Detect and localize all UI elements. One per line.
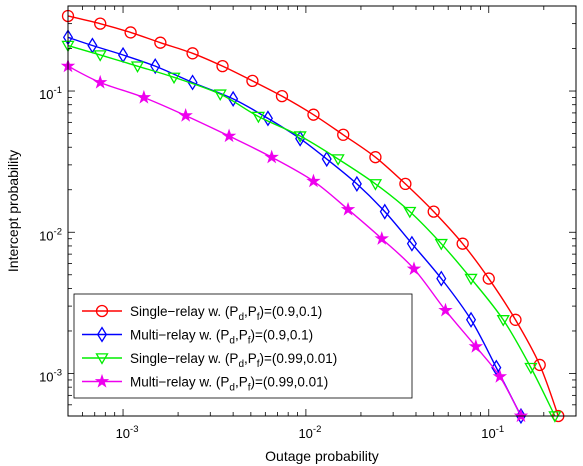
x-axis-label: Outage probability	[265, 448, 379, 464]
legend-marker	[96, 326, 108, 343]
legend-entry-1: Single−relay w. (Pd,Pf)=(0.9,0.1)	[82, 304, 322, 323]
x-tick-label: 10-3	[116, 424, 139, 441]
legend-marker	[95, 304, 109, 318]
series-3-point-5	[213, 89, 227, 101]
series-1-point-7	[246, 74, 259, 88]
series-1-point-12	[399, 177, 412, 191]
series-4-point-9	[374, 231, 389, 245]
series-2-point-5	[187, 74, 198, 91]
series-2-point-12	[406, 235, 417, 252]
series-2-point-6	[228, 90, 239, 107]
x-tick-label: 10-1	[481, 424, 504, 441]
series-4-point-11	[438, 302, 453, 317]
series-layer	[60, 9, 565, 425]
series-2-point-7	[262, 110, 273, 127]
series-3-point-7	[293, 131, 307, 143]
series-1-point-2	[94, 17, 107, 30]
series-3-point-8	[331, 154, 345, 166]
series-3-point-12	[464, 273, 478, 286]
series-2-point-13	[436, 270, 447, 287]
series-1-point-14	[456, 237, 469, 250]
series-1-point-11	[369, 151, 382, 164]
legend-marker	[95, 353, 109, 365]
series-1-line	[67, 15, 559, 417]
series-3-point-14	[524, 362, 538, 375]
series-1-point-15	[482, 272, 495, 285]
series-1-point-3	[124, 26, 137, 39]
series-1-point-6	[216, 60, 229, 73]
series-3-point-6	[251, 111, 266, 124]
y-tick-label: 10-1	[39, 85, 62, 102]
series-3-point-4	[167, 72, 181, 85]
x-tick-label: 10-2	[298, 424, 321, 441]
legend-entry-4: Multi−relay w. (Pd,Pf)=(0.99,0.01)	[82, 373, 328, 394]
series-4-point-10	[406, 261, 422, 276]
legend-entry-3: Single−relay w. (Pd,Pf)=(0.99,0.01)	[82, 351, 337, 370]
legend-label: Multi−relay w. (Pd,Pf)=(0.99,0.01)	[130, 375, 328, 394]
legend-label: Single−relay w. (Pd,Pf)=(0.99,0.01)	[130, 351, 337, 370]
series-2-point-4	[150, 58, 161, 75]
series-4-point-8	[340, 201, 356, 216]
axes-frame	[67, 5, 577, 417]
series-1-point-16	[509, 313, 522, 326]
series-4-point-6	[264, 149, 279, 164]
series-3-point-10	[403, 206, 417, 219]
series-4-point-2	[92, 74, 108, 89]
series-3-point-9	[368, 179, 383, 191]
series-3-point-13	[496, 315, 510, 327]
legend: Single−relay w. (Pd,Pf)=(0.9,0.1) Multi−r…	[73, 293, 413, 399]
series-4-point-3	[136, 89, 152, 104]
series-4	[60, 58, 529, 423]
series-3-point-15	[548, 411, 562, 423]
series-3	[61, 40, 562, 423]
series-2-point-9	[321, 150, 332, 168]
legend-marker	[94, 373, 110, 388]
series-4-point-4	[178, 108, 193, 122]
y-tick-label: 10-2	[39, 226, 62, 243]
series-3-point-2	[93, 50, 107, 62]
y-axis-label: Intercept probability	[5, 150, 21, 272]
series-1-point-10	[337, 128, 350, 141]
series-4-point-7	[306, 173, 321, 188]
series-3-line	[67, 44, 556, 417]
series-1-point-13	[427, 205, 440, 218]
series-1-point-8	[275, 89, 289, 103]
legend-entry-2: Multi−relay w. (Pd,Pf)=(0.9,0.1)	[82, 326, 313, 347]
series-4-point-14	[513, 408, 529, 423]
series-4-point-5	[221, 128, 237, 143]
series-4-line	[67, 65, 522, 417]
series-4-point-12	[468, 339, 484, 353]
series-2-point-14	[465, 311, 477, 328]
series-4-point-13	[492, 369, 508, 383]
series-2-point-11	[379, 203, 390, 220]
series-3-point-3	[130, 61, 145, 73]
legend-label: Multi−relay w. (Pd,Pf)=(0.9,0.1)	[130, 328, 313, 347]
y-tick-label: 10-3	[39, 367, 62, 384]
series-3-point-11	[434, 238, 448, 251]
legend-label: Single−relay w. (Pd,Pf)=(0.9,0.1)	[130, 304, 322, 323]
series-2-line	[67, 36, 522, 417]
axes-layer: 10-3 10-2 10-1 10-3 10-2 10-1	[39, 5, 577, 441]
series-1-point-4	[154, 36, 167, 49]
series-2-point-10	[351, 175, 362, 192]
series-1-point-17	[533, 358, 546, 372]
legend-box	[73, 293, 413, 399]
series-1-point-5	[186, 47, 199, 60]
series-1-point-9	[307, 108, 320, 121]
